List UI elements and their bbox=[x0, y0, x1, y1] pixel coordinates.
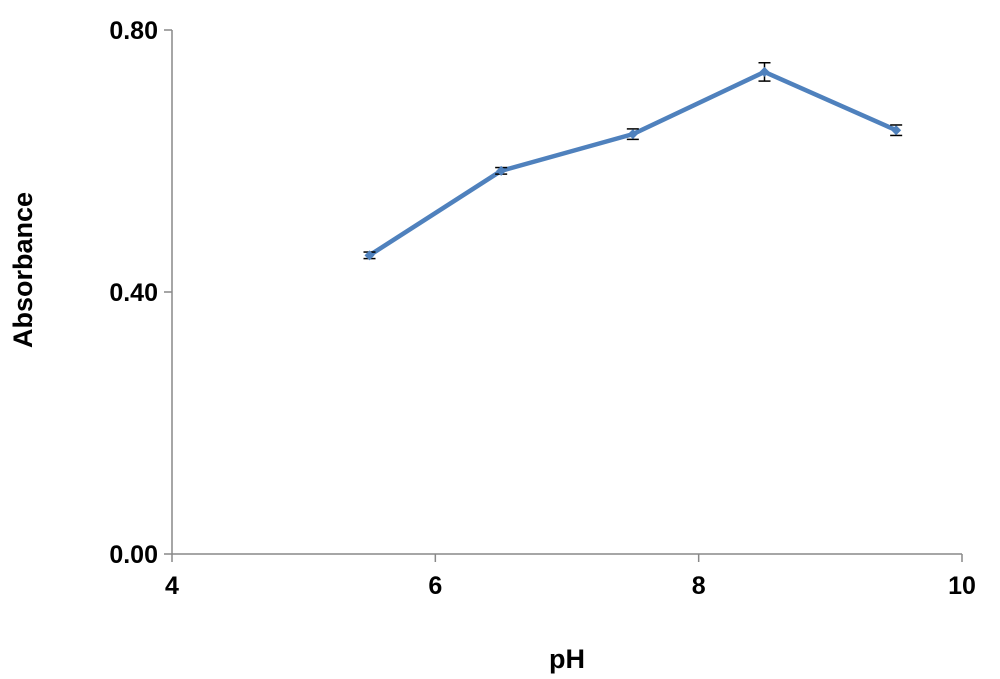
data-line bbox=[368, 69, 898, 258]
marker bbox=[891, 125, 902, 136]
y-tick-label: 0.00 bbox=[109, 541, 158, 569]
x-tick-label: 8 bbox=[692, 572, 706, 600]
x-tick-label: 10 bbox=[948, 572, 976, 600]
x-tick-label: 6 bbox=[428, 572, 442, 600]
marker bbox=[759, 66, 770, 77]
marker bbox=[627, 129, 638, 140]
marker bbox=[496, 165, 507, 176]
y-axis-title: Absorbance bbox=[8, 192, 38, 348]
x-tick-label: 4 bbox=[165, 572, 179, 600]
y-tick-label: 0.80 bbox=[109, 17, 158, 45]
marker bbox=[364, 250, 375, 261]
x-axis-title: pH bbox=[549, 644, 585, 674]
y-tick-label: 0.40 bbox=[109, 279, 158, 307]
